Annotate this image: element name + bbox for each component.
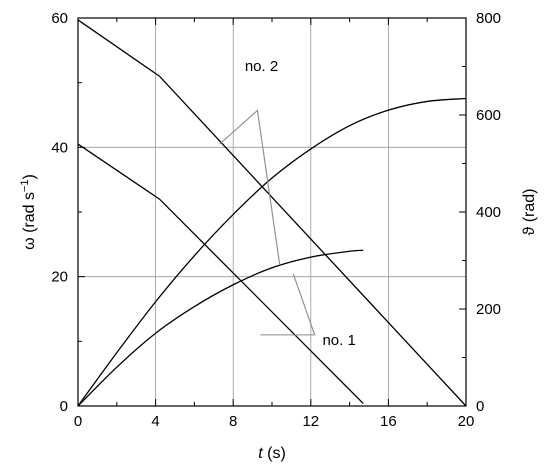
y-left-tick-label-0: 0 — [60, 398, 68, 415]
y-right-tick-label-600: 600 — [476, 107, 501, 124]
annotation-no-1: no. 1 — [322, 332, 355, 349]
x-tick-label-16: 16 — [380, 413, 397, 430]
x-tick-label-20: 20 — [458, 413, 475, 430]
leader-no-1 — [260, 273, 316, 336]
y-left-tick-label-60: 60 — [51, 10, 68, 27]
y-left-axis-label-sup: −1 — [19, 179, 31, 192]
series-line-theta-no1 — [77, 249, 364, 407]
x-tick-label-4: 4 — [151, 413, 159, 430]
annotation-no-2: no. 2 — [245, 58, 278, 75]
y-left-tick-label-40: 40 — [51, 139, 68, 156]
x-tick-label-12: 12 — [302, 413, 319, 430]
x-tick-label-8: 8 — [229, 413, 237, 430]
y-right-tick-label-800: 800 — [476, 10, 501, 27]
y-right-tick-label-0: 0 — [476, 398, 484, 415]
x-axis-label: t (s) — [258, 445, 286, 462]
y-right-axis-label: ϑ (rad) — [521, 189, 538, 236]
annotation-leaders — [219, 109, 316, 336]
x-tick-label-0: 0 — [74, 413, 82, 430]
y-left-tick-label-20: 20 — [51, 269, 68, 286]
y-right-tick-label-400: 400 — [476, 204, 501, 221]
series-line-omega-no1 — [77, 143, 364, 404]
grid — [78, 18, 466, 406]
series-line-omega-no2 — [77, 19, 467, 407]
y-left-axis-label: ω (rad s−1) — [19, 174, 38, 250]
x-axis-symbol: t — [258, 445, 263, 462]
series-line-theta-no2 — [77, 97, 467, 407]
y-right-tick-label-200: 200 — [476, 301, 501, 318]
leader-no-2 — [219, 109, 281, 266]
y-left-axis-label-end: ) — [21, 174, 38, 179]
x-axis-unit: (s) — [263, 445, 286, 462]
y-left-axis-label-main: ω (rad s — [21, 192, 38, 250]
